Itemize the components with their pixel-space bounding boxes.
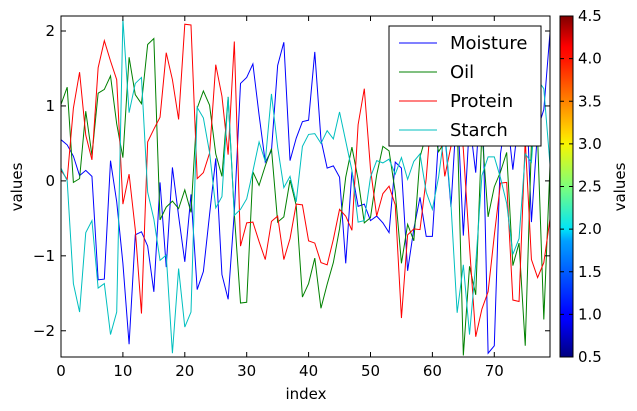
legend-label-oil: Oil bbox=[450, 62, 474, 83]
x-tick-label: 70 bbox=[485, 362, 504, 380]
y-tick-labels: 2 1 0 −1 −2 bbox=[33, 22, 55, 340]
x-tick-label: 0 bbox=[56, 362, 66, 380]
colorbar-tick-label: 3.0 bbox=[578, 135, 602, 153]
x-tick-labels: 0 10 20 30 40 50 60 70 bbox=[56, 362, 504, 380]
x-tick-label: 50 bbox=[361, 362, 380, 380]
colorbar-tick-label: 1.0 bbox=[578, 305, 602, 323]
colorbar-tick-label: 0.5 bbox=[578, 348, 602, 366]
x-tick-label: 40 bbox=[299, 362, 318, 380]
axis-ticks bbox=[60, 16, 550, 357]
legend-label-moisture: Moisture bbox=[450, 33, 527, 54]
y-tick-label: −1 bbox=[33, 247, 55, 265]
series-line-protein bbox=[61, 23, 550, 337]
x-tick-label: 10 bbox=[113, 362, 132, 380]
colorbar-tick-label: 2.0 bbox=[578, 220, 602, 238]
colorbar: 4.5 4.0 3.5 3.0 2.5 2.0 1.5 1.0 0.5 values bbox=[559, 7, 629, 366]
y-tick-label: 1 bbox=[45, 97, 55, 115]
colorbar-tick-label: 2.5 bbox=[578, 178, 602, 196]
y-axis-label: values bbox=[8, 162, 26, 211]
colorbar-tick-label: 3.5 bbox=[578, 92, 602, 110]
x-axis-label: index bbox=[285, 385, 326, 403]
legend-label-starch: Starch bbox=[450, 120, 508, 141]
x-tick-label: 30 bbox=[237, 362, 256, 380]
x-tick-label: 60 bbox=[423, 362, 442, 380]
series-line-starch bbox=[61, 18, 550, 354]
colorbar-ticks: 4.5 4.0 3.5 3.0 2.5 2.0 1.5 1.0 0.5 bbox=[560, 7, 602, 366]
legend-label-protein: Protein bbox=[450, 91, 513, 112]
plot-frame bbox=[60, 15, 551, 358]
y-tick-label: 0 bbox=[45, 172, 55, 190]
y-tick-label: 2 bbox=[45, 22, 55, 40]
colorbar-tick-label: 1.5 bbox=[578, 263, 602, 281]
y-tick-label: −2 bbox=[33, 322, 55, 340]
colorbar-tick-label: 4.5 bbox=[578, 7, 602, 25]
x-tick-label: 20 bbox=[175, 362, 194, 380]
legend-box bbox=[388, 25, 542, 147]
colorbar-label: values bbox=[611, 162, 629, 211]
legend: Moisture Oil Protein Starch bbox=[388, 25, 542, 147]
colorbar-tick-label: 4.0 bbox=[578, 50, 602, 68]
